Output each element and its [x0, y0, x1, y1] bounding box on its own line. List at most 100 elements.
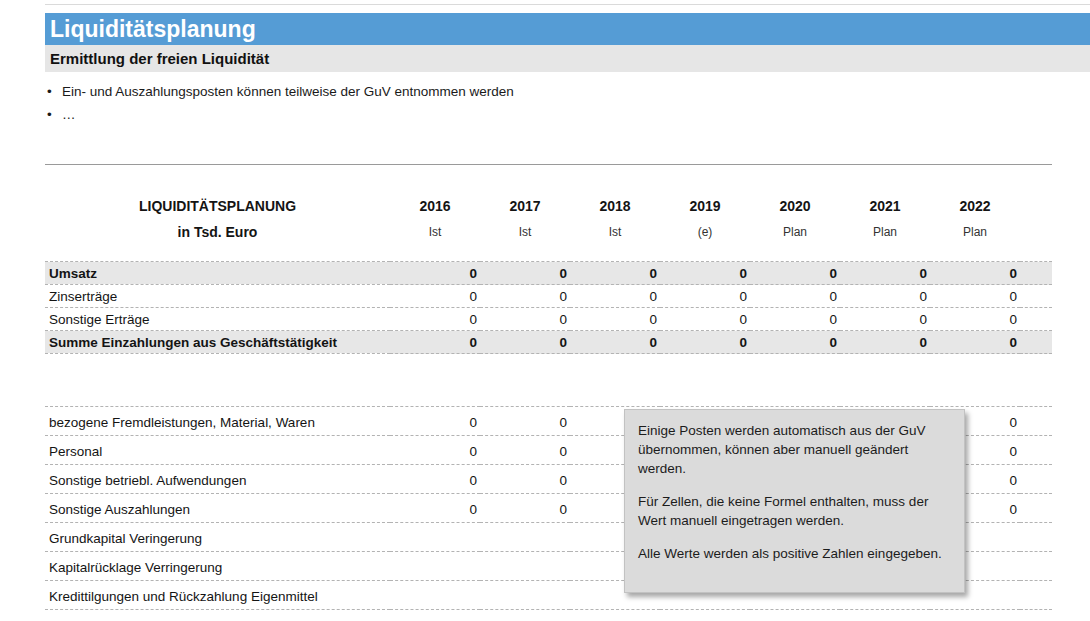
row-label: Zinsaufwendungen: [45, 610, 390, 621]
table-row: Zinsaufwendungen0000000: [45, 610, 1052, 621]
value-cell: [390, 581, 480, 610]
value-cell: 0: [930, 331, 1020, 354]
tooltip-paragraph: Einige Posten werden automatisch aus der…: [638, 421, 951, 478]
year-type-label: Plan: [930, 214, 1020, 239]
row-label: Umsatz: [45, 262, 390, 285]
value-cell: 0: [570, 610, 660, 621]
header-spacer-cell: [1020, 190, 1052, 262]
row-spacer-cell: [1020, 436, 1052, 465]
table-top-rule: [45, 164, 1052, 165]
row-spacer-cell: [1020, 465, 1052, 494]
tooltip-paragraph: Für Zellen, die keine Formel enthalten, …: [638, 492, 951, 530]
row-label: Zinserträge: [45, 285, 390, 308]
row-spacer-cell: [1020, 262, 1052, 285]
value-cell: 0: [480, 436, 570, 465]
title-bar: Liquiditätsplanung: [45, 13, 1090, 45]
value-cell: 0: [480, 465, 570, 494]
year-label: 2017: [480, 190, 570, 214]
value-cell: 0: [840, 610, 930, 621]
year-column-header: 2022Plan: [930, 190, 1020, 262]
year-column-header: 2017Ist: [480, 190, 570, 262]
value-cell: 0: [660, 331, 750, 354]
value-cell: [480, 523, 570, 552]
value-cell: 0: [840, 308, 930, 331]
year-column-header: 2019(e): [660, 190, 750, 262]
liquidity-planning-page: Liquiditätsplanung Ermittlung der freien…: [0, 0, 1090, 621]
value-cell: 0: [570, 331, 660, 354]
row-spacer-cell: [1020, 308, 1052, 331]
value-cell: 0: [750, 331, 840, 354]
year-label: 2022: [930, 190, 1020, 214]
subtitle-bar: Ermittlung der freien Liquidität: [45, 45, 1090, 72]
value-cell: 0: [390, 610, 480, 621]
value-cell: 0: [930, 308, 1020, 331]
value-cell: 0: [750, 262, 840, 285]
value-cell: 0: [390, 285, 480, 308]
value-cell: [390, 552, 480, 581]
value-cell: [390, 523, 480, 552]
year-label: 2020: [750, 190, 840, 214]
value-cell: 0: [390, 331, 480, 354]
value-cell: 0: [840, 262, 930, 285]
value-cell: 0: [390, 262, 480, 285]
row-spacer-cell: [1020, 494, 1052, 523]
top-hairline: [45, 4, 1090, 5]
row-label: Summe Einzahlungen aus Geschäftstätigkei…: [45, 331, 390, 354]
year-column-header: 2018Ist: [570, 190, 660, 262]
value-cell: 0: [930, 610, 1020, 621]
value-cell: 0: [930, 285, 1020, 308]
value-cell: 0: [390, 436, 480, 465]
year-type-label: Plan: [750, 214, 840, 239]
value-cell: 0: [570, 308, 660, 331]
value-cell: 0: [750, 285, 840, 308]
value-cell: 0: [930, 262, 1020, 285]
row-spacer-cell: [1020, 285, 1052, 308]
value-cell: [480, 581, 570, 610]
row-label: Grundkapital Veringerung: [45, 523, 390, 552]
table-row: Sonstige Erträge0000000: [45, 308, 1052, 331]
table-row: Summe Einzahlungen aus Geschäftstätigkei…: [45, 331, 1052, 354]
value-cell: 0: [660, 285, 750, 308]
value-cell: 0: [570, 262, 660, 285]
page-subtitle: Ermittlung der freien Liquidität: [45, 45, 1090, 72]
value-cell: 0: [480, 308, 570, 331]
value-cell: 0: [480, 407, 570, 436]
row-label: Kapitalrücklage Verringerung: [45, 552, 390, 581]
bullet-text: Ein- und Auszahlungsposten können teilwe…: [62, 84, 514, 99]
table-title-line2: in Tsd. Euro: [45, 214, 390, 240]
value-cell: 0: [390, 308, 480, 331]
year-column-header: 2021Plan: [840, 190, 930, 262]
year-column-header: 2016Ist: [390, 190, 480, 262]
value-cell: 0: [390, 465, 480, 494]
row-label: Personal: [45, 436, 390, 465]
value-cell: 0: [660, 308, 750, 331]
row-spacer-cell: [1020, 552, 1052, 581]
page-title: Liquiditätsplanung: [45, 13, 1090, 45]
year-type-label: (e): [660, 214, 750, 239]
value-cell: [480, 552, 570, 581]
year-type-label: Ist: [390, 214, 480, 239]
value-cell: 0: [390, 494, 480, 523]
row-label: Kredittilgungen und Rückzahlung Eigenmit…: [45, 581, 390, 610]
row-spacer-cell: [1020, 331, 1052, 354]
value-cell: 0: [480, 331, 570, 354]
bullet-item: •Ein- und Auszahlungsposten können teilw…: [47, 84, 514, 100]
row-spacer-cell: [1020, 523, 1052, 552]
row-label: Sonstige betriebl. Aufwendungen: [45, 465, 390, 494]
year-label: 2021: [840, 190, 930, 214]
row-label: bezogene Fremdleistungen, Material, Ware…: [45, 407, 390, 436]
value-cell: 0: [480, 262, 570, 285]
bullet-text: …: [62, 107, 76, 122]
row-label: Sonstige Auszahlungen: [45, 494, 390, 523]
year-type-label: Ist: [570, 214, 660, 239]
bullet-marker: •: [47, 107, 62, 123]
value-cell: 0: [480, 610, 570, 621]
table-title-line1: LIQUIDITÄTSPLANUNG: [45, 190, 390, 214]
year-label: 2018: [570, 190, 660, 214]
row-spacer-cell: [1020, 407, 1052, 436]
note-tooltip: Einige Posten werden automatisch aus der…: [624, 409, 965, 593]
year-column-header: 2020Plan: [750, 190, 840, 262]
bullet-list: •Ein- und Auszahlungsposten können teilw…: [47, 84, 514, 130]
section-gap-cell: [45, 354, 1052, 407]
table-row: Umsatz0000000: [45, 262, 1052, 285]
